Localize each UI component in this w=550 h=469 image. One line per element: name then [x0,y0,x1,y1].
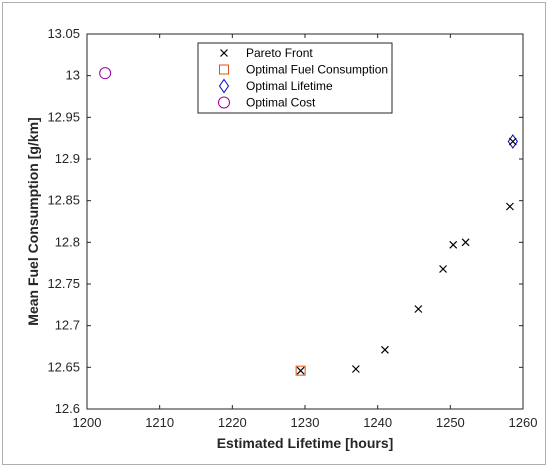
y-tick-labels: 12.6 12.65 12.7 12.75 12.8 12.85 12.9 12.95 13 13… [47,26,80,416]
data-point-pareto-front [461,238,470,247]
y-tick-label: 12.9 [55,151,80,166]
x-tick-label: 1260 [509,415,538,430]
legend-marker [218,78,230,94]
legend-marker [219,64,229,75]
legend: Pareto Front Optimal Fuel Consumption Opti… [197,42,393,114]
y-tick-label: 13 [66,68,80,83]
x-axis-label: Estimated Lifetime [hours] [217,435,394,451]
y-tick-label: 12.8 [55,234,80,249]
y-tick-label: 13.05 [47,26,80,41]
y-tick-label: 12.85 [47,193,80,208]
x-stroke [381,345,389,354]
plot-area [86,33,524,410]
legend-marker [220,49,228,57]
legend-label: Optimal Cost [246,96,316,110]
legend-box [197,42,393,114]
legend-marker [218,96,230,109]
legend-label: Optimal Fuel Consumption [246,63,388,77]
x-tick-label: 1200 [73,415,102,430]
data-point-optimal-fuel-consumption [295,365,306,376]
legend-label: Pareto Front [246,46,313,60]
x-stroke [461,238,470,247]
y-tick-label: 12.7 [55,318,80,333]
y-tick-label: 12.6 [55,401,80,416]
x-stroke [439,265,447,273]
x-stroke [351,365,360,373]
x-stroke [220,49,228,57]
data-point-optimal-cost [99,67,112,80]
x-stroke [296,366,305,375]
y-tick-label: 12.95 [47,109,80,124]
data-point-pareto-front [508,137,517,146]
data-marks [99,67,518,376]
x-tick-label: 1240 [363,415,392,430]
data-point-pareto-front [449,240,458,249]
x-tick-label: 1230 [291,415,320,430]
y-tick-label: 12.75 [47,276,80,291]
data-point-pareto-front [505,202,514,211]
y-axis-label: Mean Fuel Consumption [g/km] [25,117,41,325]
x-tick-labels: 1200 1210 1220 1230 1240 1250 1260 [73,415,538,430]
y-tick-label: 12.65 [47,359,80,374]
x-stroke [508,137,517,146]
data-point-pareto-front [381,345,389,354]
x-tick-label: 1220 [218,415,247,430]
x-stroke [414,305,423,313]
data-point-pareto-front [351,365,360,373]
data-point-pareto-front [439,265,447,273]
x-stroke [505,202,514,211]
legend-label: Optimal Lifetime [246,79,333,93]
x-tick-label: 1250 [436,415,465,430]
data-point-pareto-front [296,366,305,375]
x-tick-label: 1210 [145,415,174,430]
x-stroke [449,240,458,249]
data-point-pareto-front [414,305,423,313]
